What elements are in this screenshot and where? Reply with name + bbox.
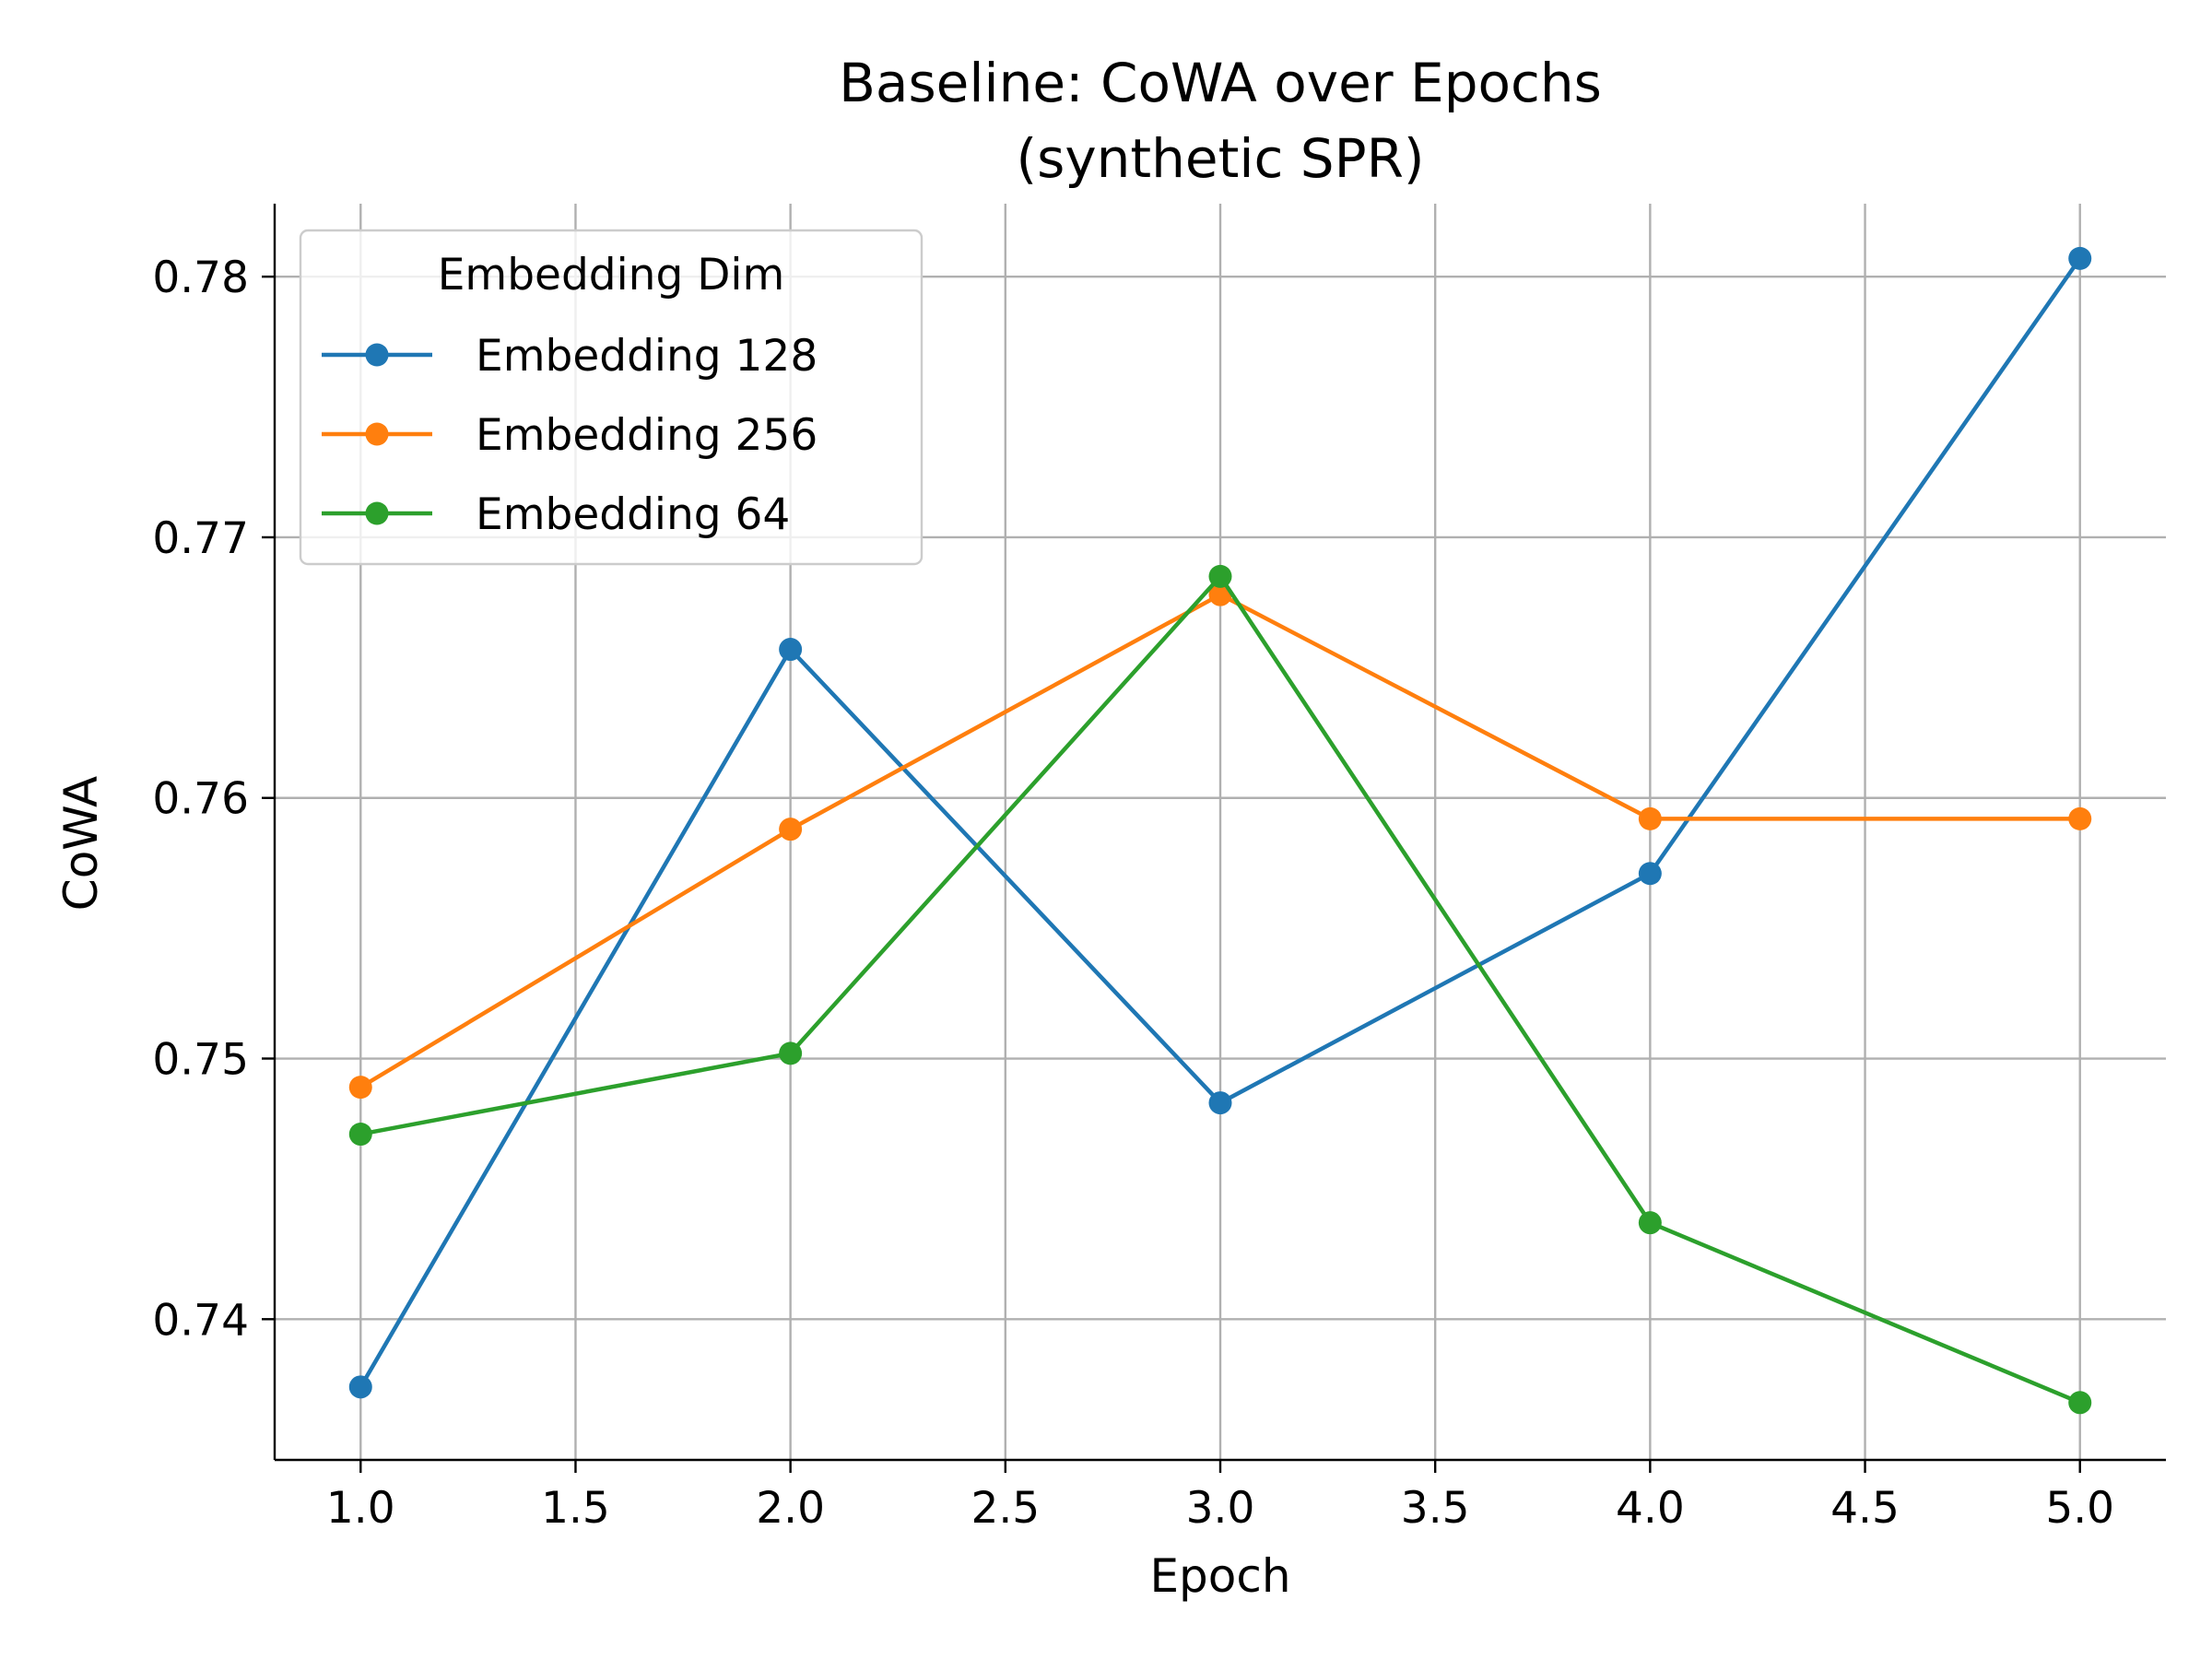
data-point [1208,564,1232,588]
y-tick-label: 0.77 [152,513,249,564]
x-tick-label: 4.0 [1616,1483,1685,1534]
x-axis-label: Epoch [1149,1549,1290,1603]
series-1 [348,246,2092,1399]
legend-title: Embedding Dim [438,250,785,300]
data-point [1638,1211,1662,1235]
legend-label: Embedding 128 [476,331,818,382]
legend-marker [365,343,389,367]
legend-entry: Embedding 128 [322,331,818,382]
x-tick-label: 5.0 [2045,1483,2114,1534]
legend-label: Embedding 64 [476,489,790,540]
data-point [1208,1091,1232,1115]
legend-marker [365,501,389,525]
y-tick-label: 0.76 [152,774,249,825]
series-lines [348,246,2092,1415]
data-point [779,1041,803,1065]
data-point [1208,582,1232,606]
x-tick-label: 2.5 [971,1483,1040,1534]
series-3 [348,564,2092,1415]
grid-lines [275,204,2166,1460]
data-point [348,1375,372,1399]
legend-marker [365,422,389,446]
y-tick-label: 0.78 [152,253,249,303]
data-point [779,638,803,662]
data-point [2068,1391,2092,1415]
legend-entry: Embedding 64 [322,489,790,540]
chart-title-line-1: Baseline: CoWA over Epochs [839,52,1602,114]
y-tick-label: 0.75 [152,1035,249,1086]
legend-entries: Embedding 128 Embedding 256 Embedding 64 [322,331,818,540]
legend-frame [299,229,924,566]
legend: Embedding Dim Embedding 128 Embedding 256… [299,229,924,566]
data-point [2068,246,2092,270]
x-tick-label: 3.0 [1186,1483,1255,1534]
x-tick-label: 4.5 [1830,1483,1900,1534]
data-point [1638,806,1662,830]
legend-label: Embedding 256 [476,410,818,461]
chart-title-line-2: (synthetic SPR) [1016,127,1424,190]
data-point [348,1076,372,1100]
data-point [348,1123,372,1147]
x-tick-label: 3.5 [1401,1483,1470,1534]
legend-entry: Embedding 256 [322,410,818,461]
data-point [779,818,803,841]
x-tick-label: 1.5 [541,1483,610,1534]
data-point [1638,862,1662,886]
y-axis-label: CoWA [54,776,108,911]
axes: 1.0 1.5 2.0 2.5 3.0 3.5 4.0 4.5 5.0 0.74 0.75 0.76 0… [152,204,2166,1534]
y-tick-label: 0.74 [152,1295,249,1346]
x-tick-label: 2.0 [756,1483,825,1534]
series-2 [348,582,2092,1100]
data-point [2068,806,2092,830]
x-tick-label: 1.0 [326,1483,395,1534]
